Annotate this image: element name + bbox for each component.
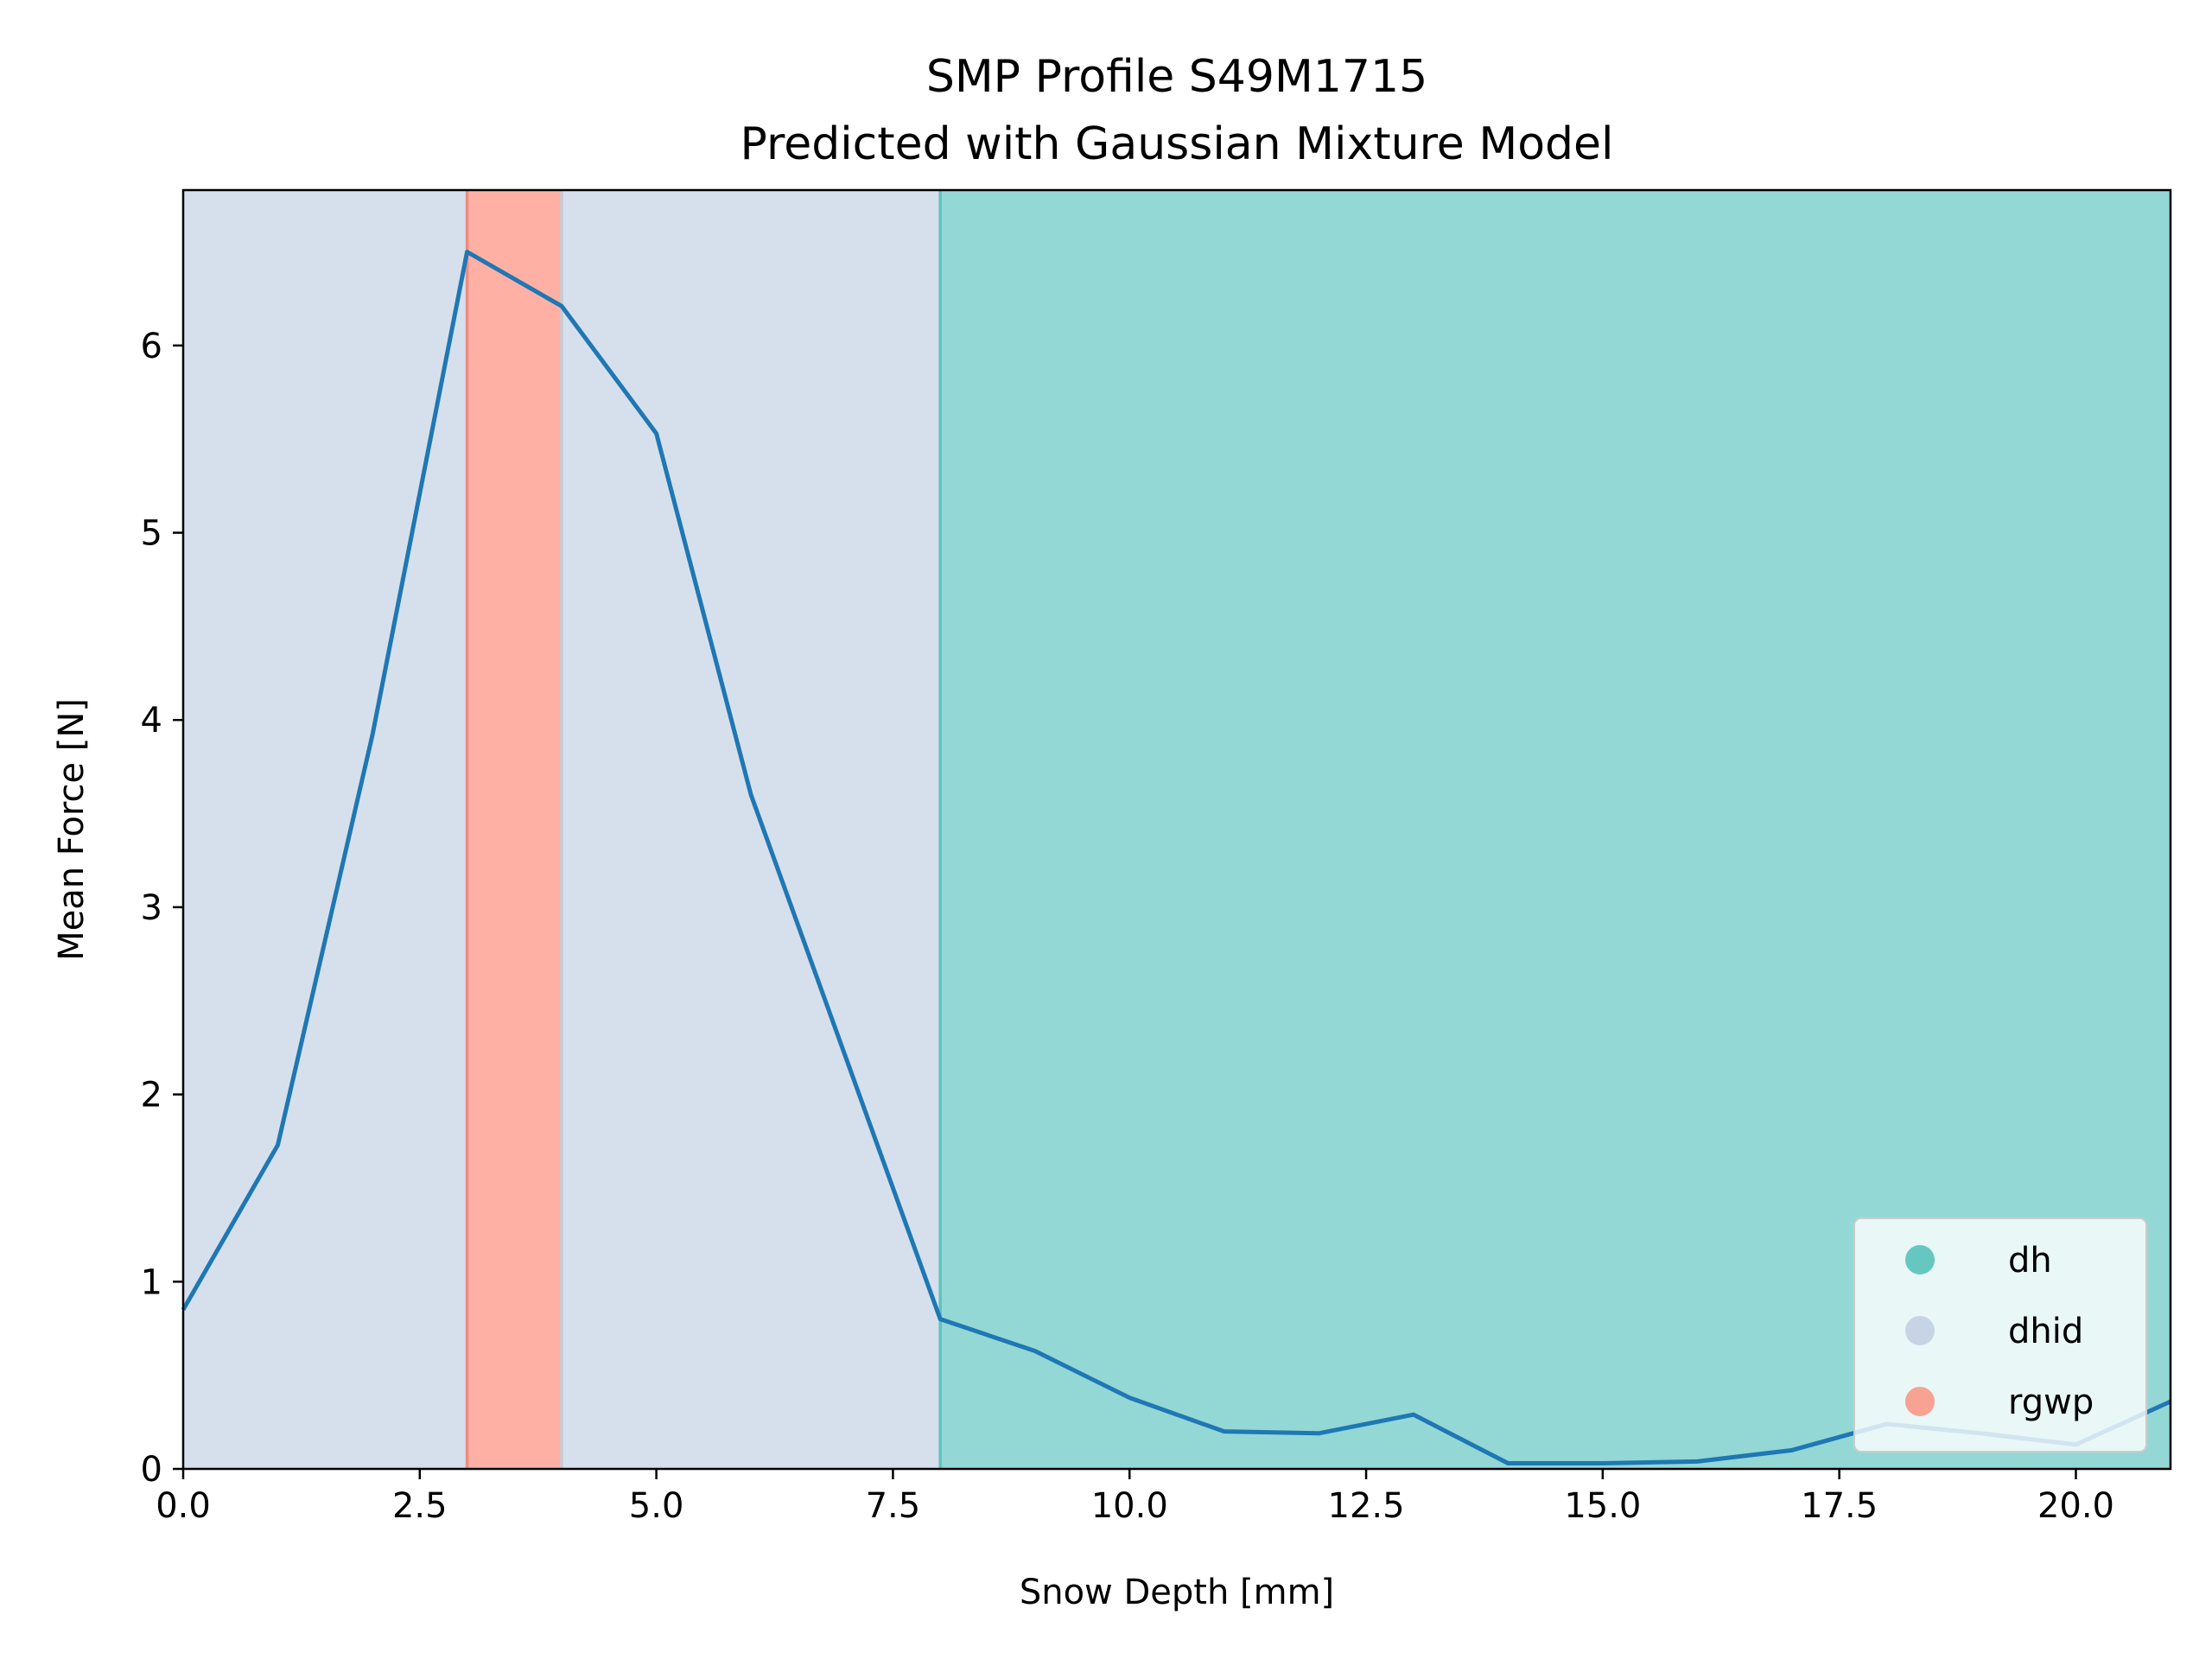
segment-dhid-2 (562, 190, 941, 1469)
x-tick-label-6: 15.0 (1564, 1486, 1641, 1526)
x-tick-label-4: 10.0 (1091, 1486, 1168, 1526)
legend-marker-rgwp (1905, 1387, 1935, 1416)
legend-label-dh: dh (2008, 1241, 2052, 1281)
x-tick-label-5: 12.5 (1328, 1486, 1405, 1526)
legend-marker-dh (1905, 1245, 1935, 1274)
y-tick-label-2: 2 (141, 1076, 162, 1116)
x-tick-label-1: 2.5 (392, 1486, 448, 1526)
series-line-0 (181, 250, 2172, 1465)
y-tick-label-4: 4 (141, 701, 162, 741)
x-tick-label-0: 0.0 (156, 1486, 211, 1526)
y-tick-label-5: 5 (141, 514, 162, 554)
x-axis: 0.0 2.5 5.0 7.5 10.0 12.5 15.0 17.5 20.0 (156, 1469, 2114, 1526)
legend-label-rgwp: rgwp (2008, 1382, 2094, 1422)
y-axis: 0 1 2 3 4 5 6 (141, 327, 183, 1490)
chart-subtitle: Predicted with Gaussian Mixture Model (741, 118, 1614, 170)
y-axis-label: Mean Force [N] (52, 698, 92, 961)
legend-marker-dhid (1905, 1316, 1935, 1345)
x-tick-label-2: 5.0 (629, 1486, 684, 1526)
x-axis-label: Snow Depth [mm] (1020, 1573, 1334, 1612)
legend: dh dhid rgwp (1853, 1217, 2147, 1452)
segment-rgwp-1 (467, 190, 563, 1469)
legend-box (1853, 1217, 2147, 1452)
segment-dhid-0 (183, 190, 467, 1469)
x-tick-label-7: 17.5 (1801, 1486, 1878, 1526)
legend-label-dhid: dhid (2008, 1312, 2083, 1351)
series-layer (181, 250, 2172, 1465)
y-tick-label-3: 3 (141, 888, 162, 928)
x-tick-label-8: 20.0 (2037, 1486, 2114, 1526)
boundary-layer (465, 190, 942, 1469)
y-tick-label-6: 6 (141, 327, 162, 366)
x-tick-label-3: 7.5 (866, 1486, 921, 1526)
y-tick-label-0: 0 (141, 1450, 162, 1490)
y-tick-label-1: 1 (141, 1262, 162, 1302)
plot-frame (181, 188, 2172, 1471)
chart-title: SMP Profile S49M1715 (926, 51, 1427, 103)
